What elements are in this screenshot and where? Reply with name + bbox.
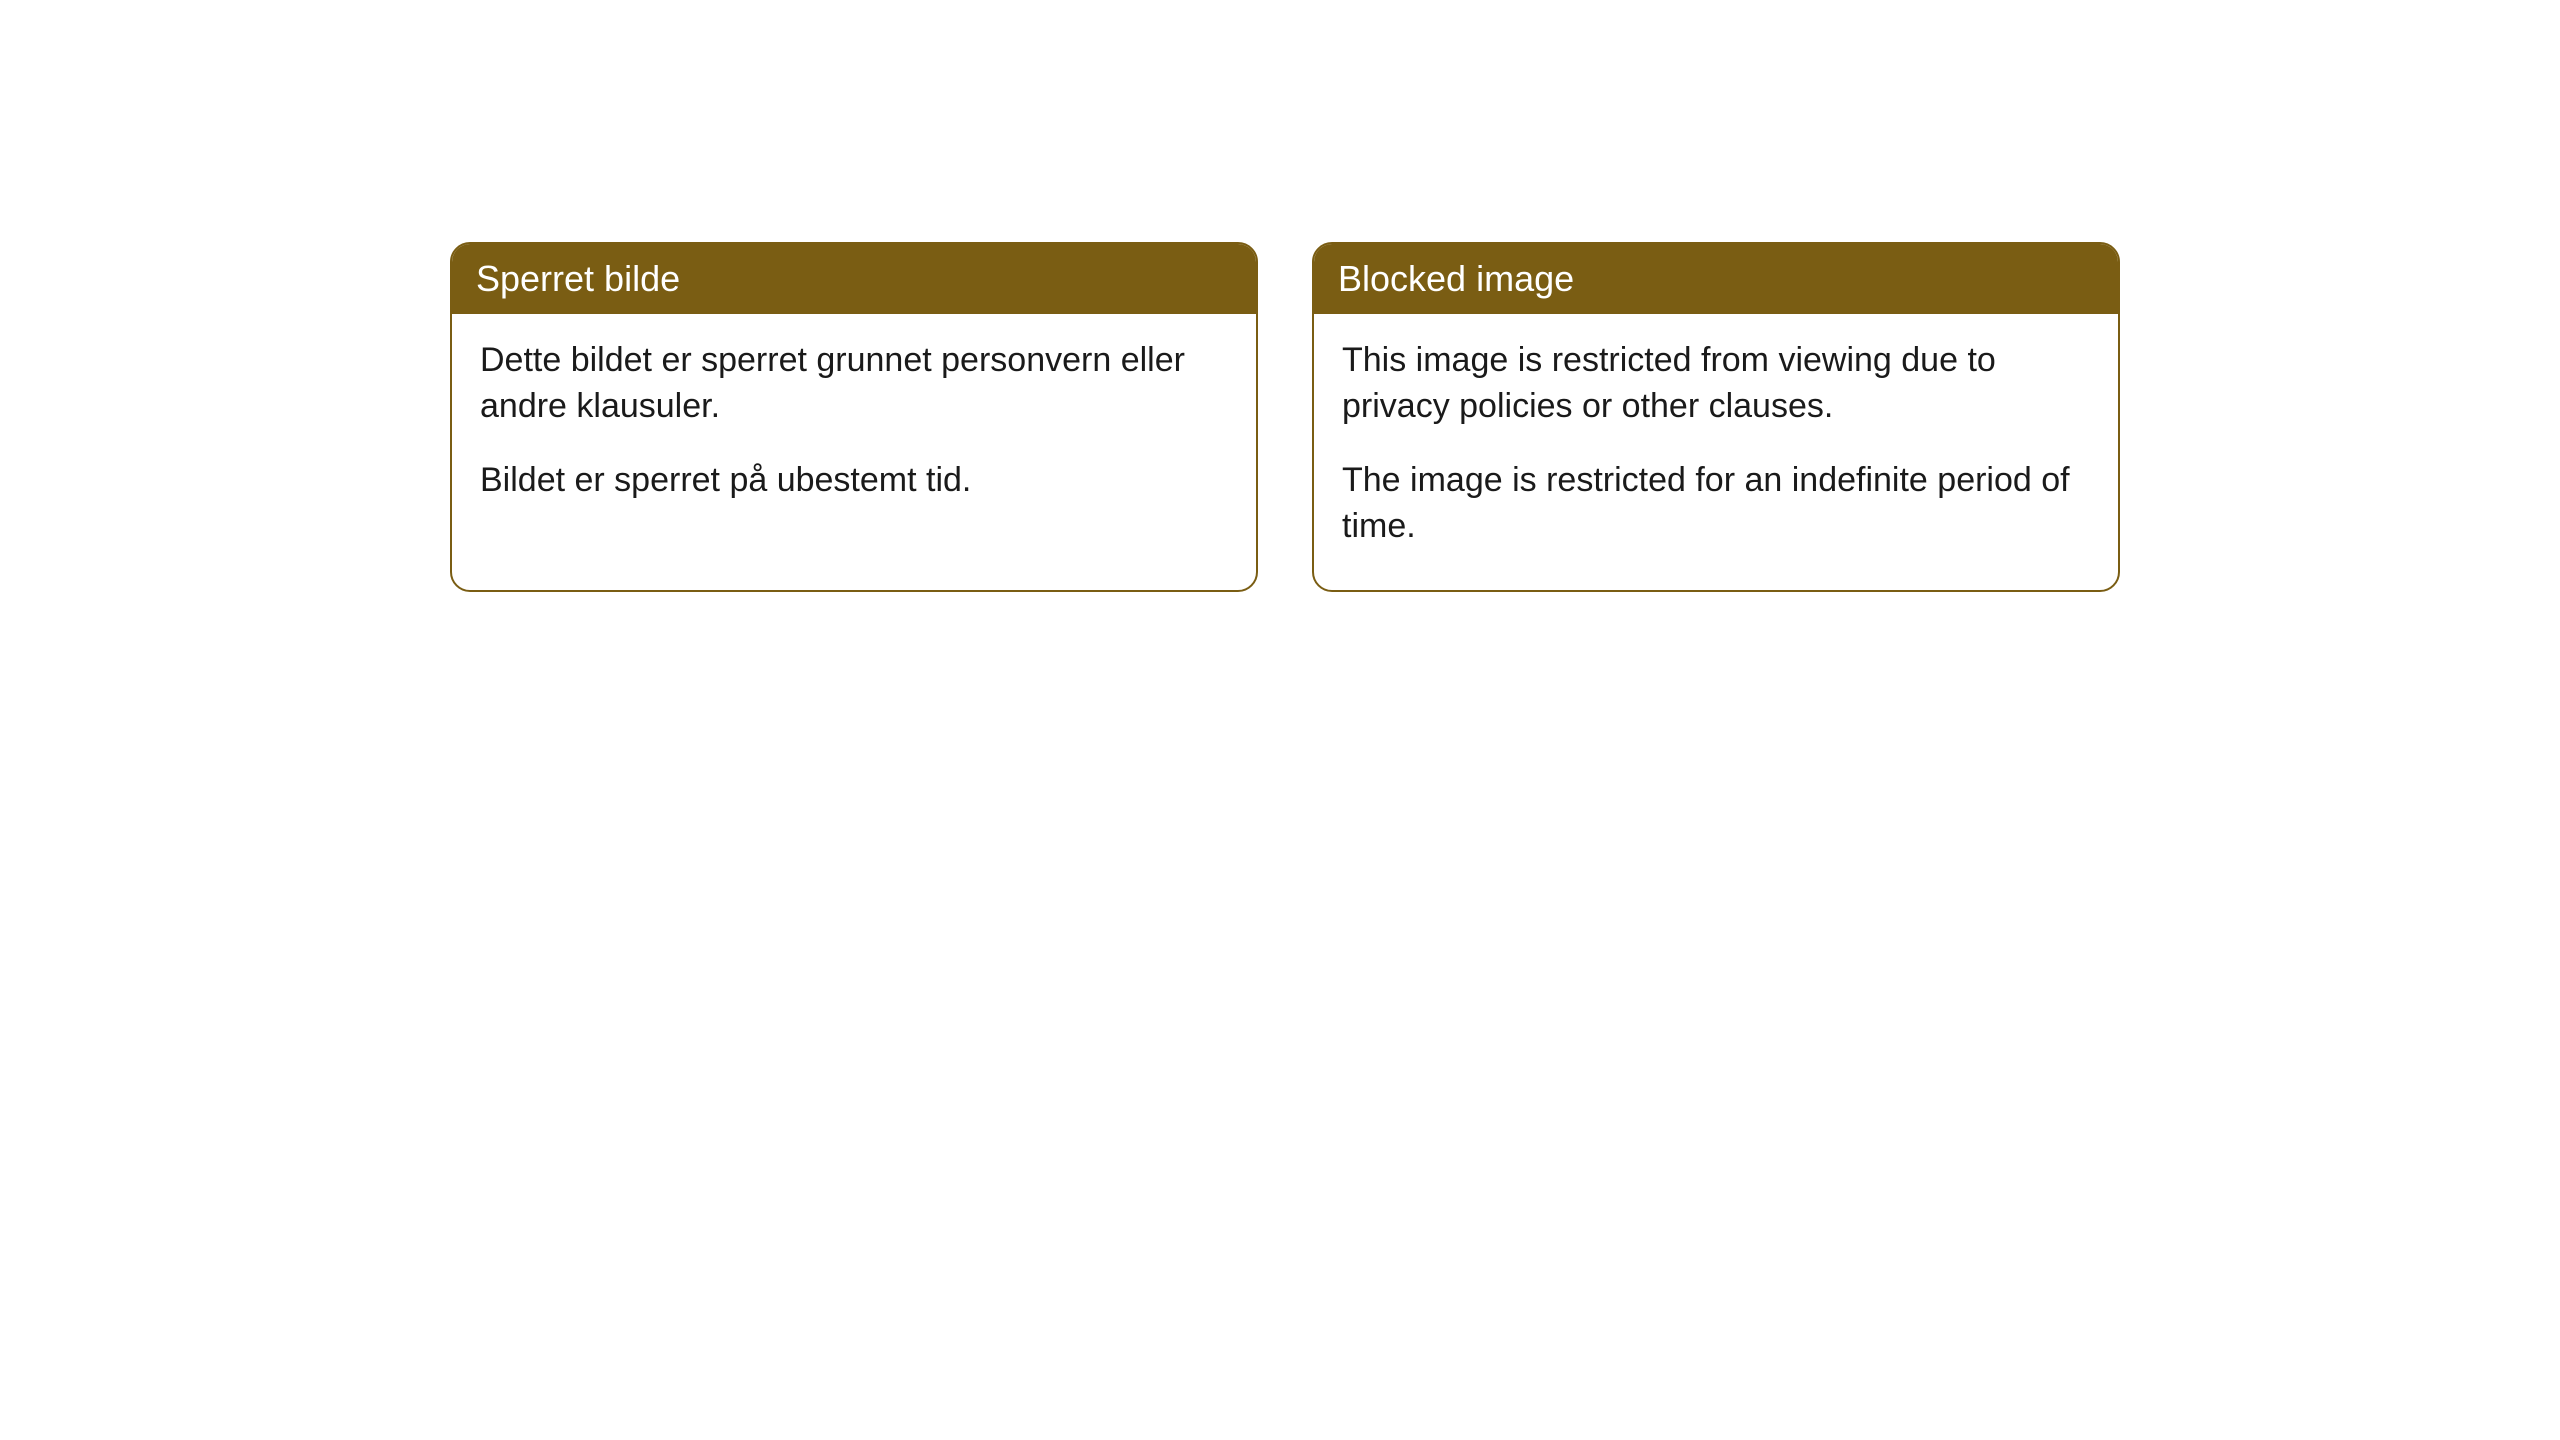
card-paragraph-2-norwegian: Bildet er sperret på ubestemt tid. (480, 458, 1228, 504)
cards-container: Sperret bilde Dette bildet er sperret gr… (450, 242, 2560, 592)
card-norwegian: Sperret bilde Dette bildet er sperret gr… (450, 242, 1258, 592)
card-body-english: This image is restricted from viewing du… (1314, 314, 2118, 590)
card-paragraph-2-english: The image is restricted for an indefinit… (1342, 458, 2090, 550)
card-title-english: Blocked image (1338, 258, 1574, 299)
card-header-english: Blocked image (1314, 244, 2118, 314)
card-title-norwegian: Sperret bilde (476, 258, 680, 299)
card-body-norwegian: Dette bildet er sperret grunnet personve… (452, 314, 1256, 544)
card-paragraph-1-norwegian: Dette bildet er sperret grunnet personve… (480, 338, 1228, 430)
card-paragraph-1-english: This image is restricted from viewing du… (1342, 338, 2090, 430)
card-header-norwegian: Sperret bilde (452, 244, 1256, 314)
card-english: Blocked image This image is restricted f… (1312, 242, 2120, 592)
